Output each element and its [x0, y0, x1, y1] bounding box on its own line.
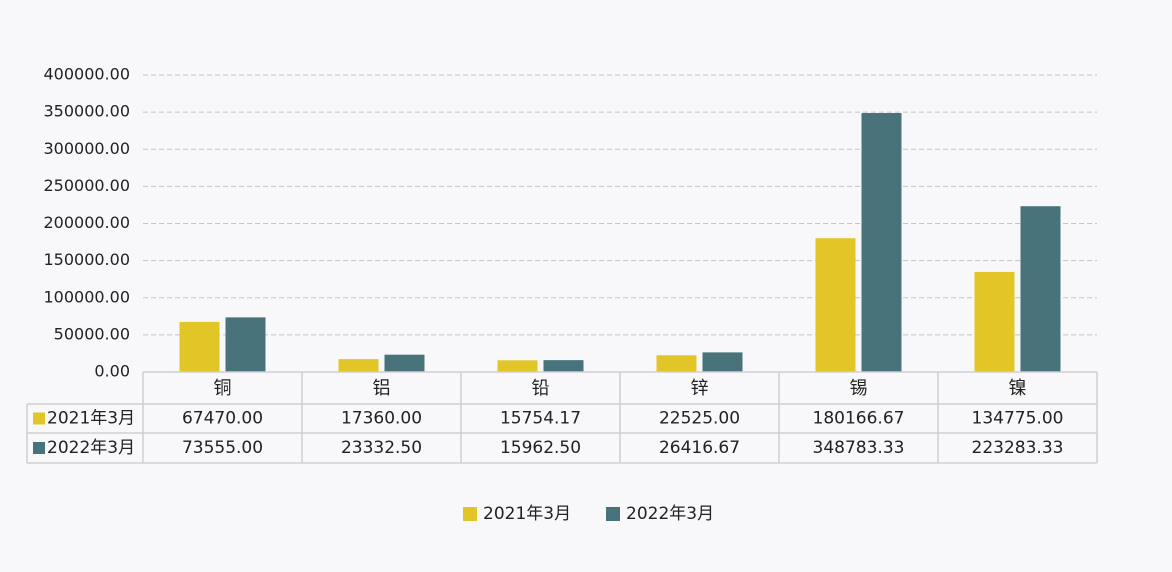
table-value-cell: 15962.50 [500, 438, 581, 458]
y-tick-label: 250000.00 [43, 176, 130, 195]
y-tick-label: 150000.00 [43, 250, 130, 269]
table-series-name: 2021年3月 [47, 409, 135, 429]
table-value-cell: 15754.17 [500, 409, 581, 429]
table-value-cell: 26416.67 [659, 438, 740, 458]
table-legend-swatch [33, 442, 45, 454]
y-tick-label: 300000.00 [43, 139, 130, 158]
y-tick-label: 0.00 [94, 362, 130, 381]
x-category-label: 镍 [1009, 378, 1027, 399]
bar-series2 [1020, 206, 1061, 372]
bar-series2 [384, 354, 425, 372]
y-tick-label: 200000.00 [43, 213, 130, 232]
table-value-cell: 22525.00 [659, 409, 740, 429]
bar-series1 [179, 321, 220, 372]
x-category-label: 锡 [850, 378, 868, 399]
bar-series2 [225, 317, 266, 372]
x-category-label: 铅 [532, 378, 550, 399]
legend-label: 2021年3月 [483, 504, 571, 524]
y-tick-label: 50000.00 [54, 324, 130, 343]
table-value-cell: 73555.00 [182, 438, 263, 458]
bar-series2 [702, 352, 743, 372]
bar-series1 [656, 355, 697, 372]
legend-swatch [606, 507, 620, 521]
y-tick-label: 400000.00 [43, 65, 130, 84]
table-value-cell: 134775.00 [972, 409, 1064, 429]
y-tick-label: 100000.00 [43, 287, 130, 306]
bar-series1 [497, 360, 538, 372]
bar-series2 [543, 360, 584, 372]
bar-series1 [338, 359, 379, 372]
table-value-cell: 223283.33 [972, 438, 1064, 458]
table-value-cell: 23332.50 [341, 438, 422, 458]
bar-series1 [974, 271, 1015, 372]
table-value-cell: 180166.67 [813, 409, 905, 429]
table-series-name: 2022年3月 [47, 438, 135, 458]
table-value-cell: 67470.00 [182, 409, 263, 429]
x-category-label: 铝 [373, 378, 391, 399]
legend-label: 2022年3月 [626, 504, 714, 524]
x-category-label: 铜 [214, 378, 232, 399]
table-value-cell: 348783.33 [813, 438, 905, 458]
legend-swatch [463, 507, 477, 521]
table-value-cell: 17360.00 [341, 409, 422, 429]
bar-series2 [861, 113, 902, 372]
table-legend-swatch [33, 412, 45, 425]
bar-series1 [815, 238, 856, 372]
y-tick-label: 350000.00 [43, 102, 130, 121]
x-category-label: 锌 [691, 378, 709, 399]
